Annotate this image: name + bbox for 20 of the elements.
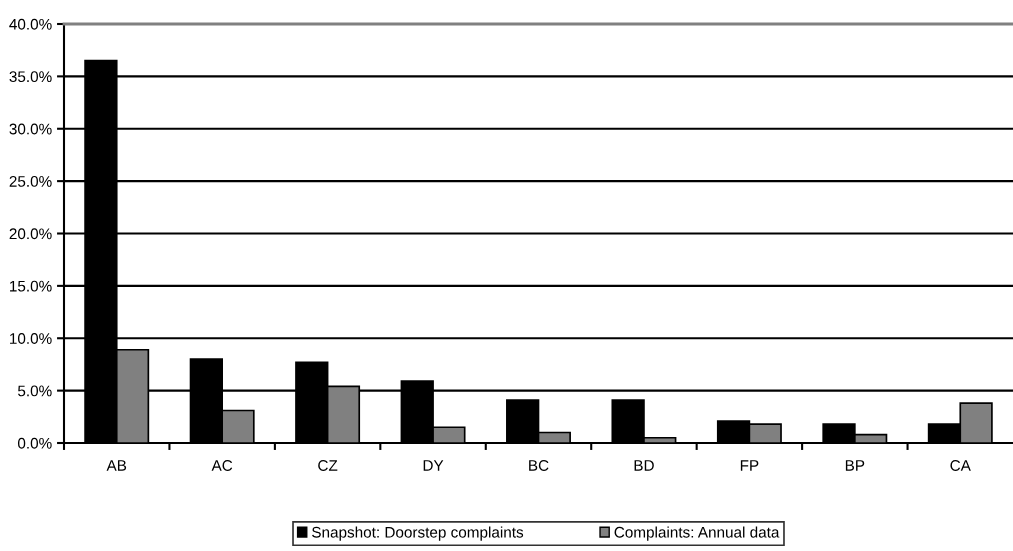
y-tick-label: 35.0% <box>9 71 52 83</box>
legend-label: Snapshot: Doorstep complaints <box>312 526 524 541</box>
x-tick-label: DY <box>423 460 444 471</box>
y-tick-label: 25.0% <box>9 175 52 187</box>
y-tick-label: 5.0% <box>17 385 52 397</box>
x-tick-label: AC <box>211 460 233 471</box>
legend-label: Complaints: Annual data <box>614 526 780 541</box>
y-tick-label: 0.0% <box>17 437 52 449</box>
x-tick-label: BC <box>529 460 549 471</box>
x-tick-label: CA <box>950 460 971 471</box>
x-tick-label: FP <box>740 460 759 471</box>
x-tick-label: CZ <box>318 460 338 471</box>
y-tick-label: 40.0% <box>9 18 52 30</box>
y-tick-label: 20.0% <box>9 228 52 240</box>
y-tick-label: 10.0% <box>10 333 52 344</box>
y-tick-label: 15.0% <box>10 280 52 292</box>
y-tick-label: 30.0% <box>9 123 52 135</box>
x-tick-label: BP <box>845 460 865 471</box>
x-tick-label: BD <box>634 460 654 471</box>
x-tick-label: AB <box>106 460 127 471</box>
